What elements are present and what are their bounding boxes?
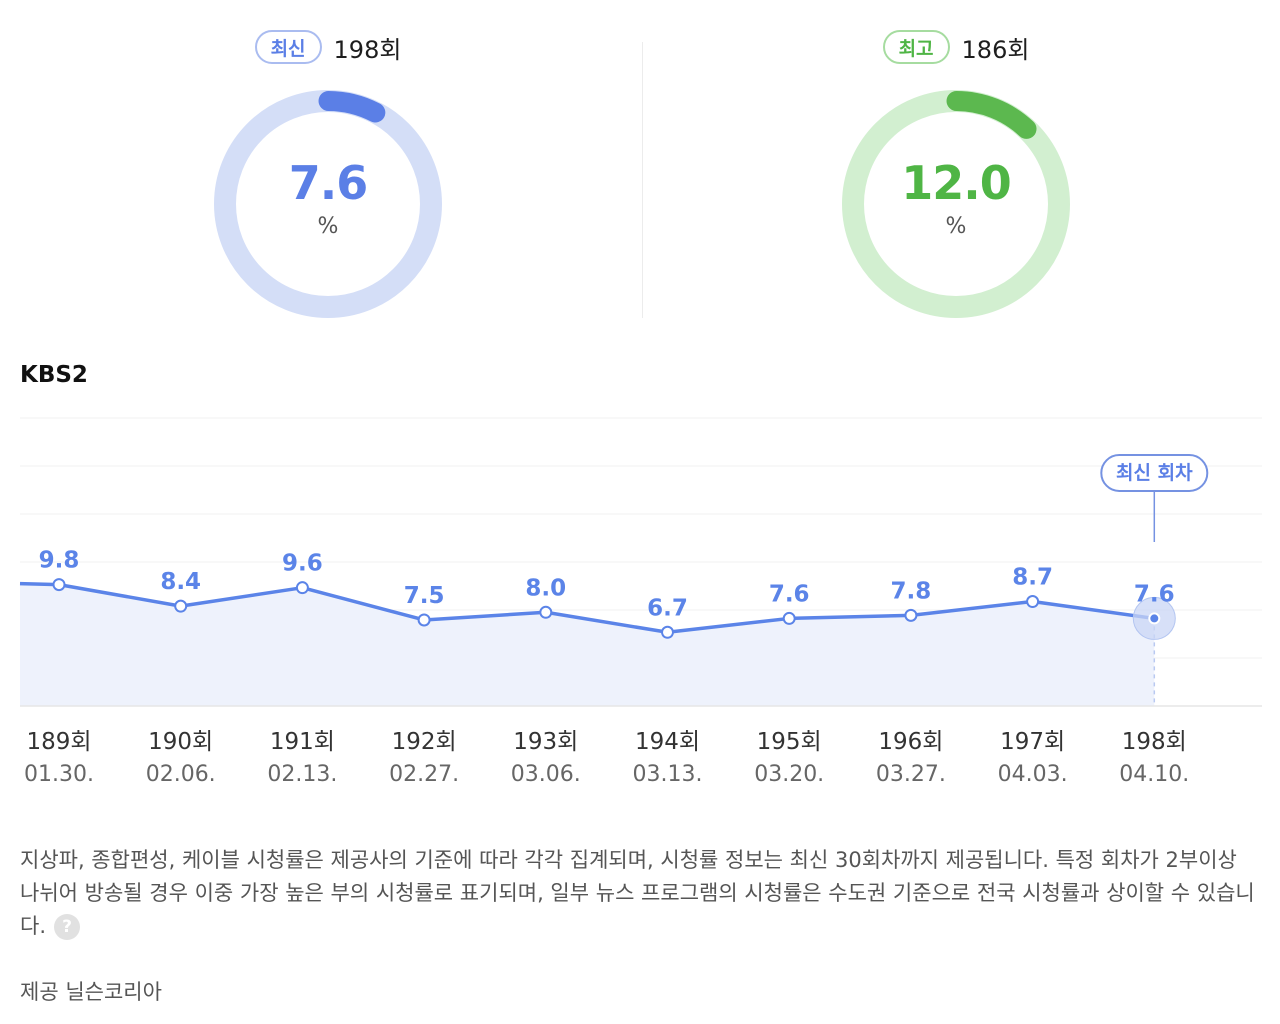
x-tick-episode: 190회	[148, 729, 213, 755]
best-header: 최고 186회	[706, 28, 1206, 66]
latest-episode: 198회	[333, 35, 402, 64]
best-badge: 최고	[882, 30, 950, 64]
x-tick-episode: 193회	[513, 729, 578, 755]
rating-footnote: 지상파, 종합편성, 케이블 시청률은 제공사의 기준에 따라 각각 집계되며,…	[20, 844, 1260, 943]
data-point	[1148, 612, 1161, 625]
x-tick-date: 03.06.	[511, 762, 581, 787]
help-icon[interactable]: ?	[54, 914, 80, 940]
data-label: 7.8	[891, 578, 932, 604]
best-donut-arc	[946, 91, 1037, 139]
data-label: 9.8	[39, 548, 80, 574]
data-label: 8.0	[525, 575, 566, 601]
latest-donut-arc	[318, 91, 386, 123]
data-source: 제공 닐슨코리아	[20, 980, 162, 1004]
x-tick-date: 02.27.	[389, 762, 459, 787]
x-tick-date: 03.27.	[876, 762, 946, 787]
data-label: 7.6	[769, 581, 810, 607]
latest-callout-box	[1100, 454, 1209, 492]
data-label: 8.4	[160, 569, 201, 595]
data-point	[782, 611, 796, 625]
best-donut-label: 12.0 %	[842, 90, 1070, 318]
best-rating-card: 최고 186회 12.0 %	[706, 0, 1206, 330]
channel-title: KBS2	[20, 362, 88, 388]
x-tick-date: 03.13.	[633, 762, 703, 787]
latest-badge: 최신	[254, 30, 322, 64]
x-tick-date: 03.20.	[754, 762, 824, 787]
rating-chart: 최신 회차 9.8 189회 01.30. 8.4 190회 02.06. 9.6 191회 02…	[19, 417, 1262, 787]
rating-summary: 최신 198회 7.6 % 최고 186회 12.0 %	[0, 0, 1280, 330]
x-tick-episode: 194회	[635, 729, 700, 755]
summary-divider	[642, 42, 643, 318]
x-tick-episode: 195회	[757, 729, 822, 755]
data-label: 6.7	[647, 595, 688, 621]
series-area	[20, 583, 1155, 706]
x-tick-date: 04.03.	[998, 762, 1068, 787]
best-value: 12.0	[901, 155, 1011, 210]
data-point	[295, 581, 309, 595]
data-point	[52, 578, 66, 592]
data-point	[174, 599, 188, 613]
data-label: 8.7	[1012, 565, 1053, 591]
x-tick-episode: 196회	[878, 729, 943, 755]
data-label: 9.6	[282, 551, 323, 577]
data-point	[661, 625, 674, 639]
latest-callout-label: 최신 회차	[1116, 462, 1193, 484]
x-tick-episode: 197회	[1000, 729, 1065, 755]
data-point	[904, 608, 918, 622]
footnote-text: 지상파, 종합편성, 케이블 시청률은 제공사의 기준에 따라 각각 집계되며,…	[20, 848, 1255, 938]
latest-header: 최신 198회	[78, 28, 578, 66]
x-tick-episode: 198회	[1122, 729, 1187, 755]
best-donut	[842, 90, 1070, 318]
latest-rating-card: 최신 198회 7.6 %	[78, 0, 578, 330]
latest-donut	[214, 90, 442, 318]
x-tick-episode: 189회	[26, 729, 91, 755]
best-unit: %	[945, 213, 967, 239]
x-tick-date: 02.13.	[267, 762, 337, 787]
latest-unit: %	[317, 213, 339, 239]
latest-value: 7.6	[288, 155, 368, 210]
data-label: 7.6	[1134, 581, 1175, 607]
data-label: 7.5	[404, 583, 445, 609]
data-point	[539, 605, 553, 619]
x-tick-date: 01.30.	[24, 762, 94, 787]
x-tick-episode: 192회	[392, 729, 457, 755]
best-episode: 186회	[961, 35, 1030, 64]
x-tick-date: 02.06.	[146, 762, 216, 787]
data-point	[417, 613, 431, 627]
x-tick-date: 04.10.	[1119, 762, 1189, 787]
data-point	[1026, 595, 1040, 609]
latest-donut-label: 7.6 %	[214, 90, 442, 318]
x-tick-episode: 191회	[270, 729, 335, 755]
